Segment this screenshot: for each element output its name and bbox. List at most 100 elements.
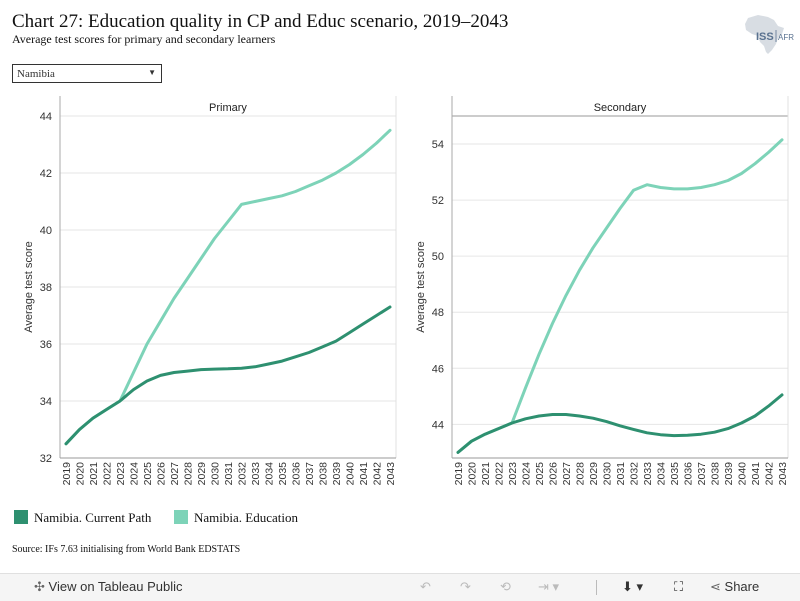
chevron-down-icon: ▼: [148, 68, 156, 77]
chart-area: Primary 32 34 36 38 40 42 44 Average test score 2…: [23, 96, 789, 485]
x-tick-label: 2034: [656, 462, 668, 486]
series-line-current-path: [64, 305, 392, 446]
x-tick-label: 2021: [480, 462, 492, 486]
y-tick-label: 34: [40, 396, 52, 408]
x-tick-label: 2035: [669, 462, 681, 486]
africa-map-icon: [745, 15, 784, 54]
y-tick-label: 50: [432, 251, 444, 263]
x-tick-label: 2019: [61, 462, 73, 486]
x-tick-label: 2030: [602, 462, 614, 486]
x-tick-label: 2042: [372, 462, 384, 486]
x-tick-label: 2027: [561, 462, 573, 486]
y-tick-label: 36: [40, 339, 52, 351]
y-axis-title: Average test score: [415, 241, 427, 333]
panel-primary: Primary 32 34 36 38 40 42 44 Average test score 2…: [23, 96, 397, 485]
y-tick-label: 44: [432, 419, 444, 431]
x-tick-label: 2040: [737, 462, 749, 486]
x-tick-label: 2036: [291, 462, 303, 486]
x-tick-label: 2028: [183, 462, 195, 486]
y-tick-label: 46: [432, 363, 444, 375]
share-label: Share: [724, 579, 760, 594]
x-tick-label: 2022: [494, 462, 506, 486]
x-tick-label: 2041: [750, 462, 762, 486]
y-tick-label: 42: [40, 168, 52, 180]
revert-icon[interactable]: ⟲: [500, 579, 511, 594]
x-tick-label: 2023: [507, 462, 519, 486]
country-filter-value: Namibia: [17, 68, 55, 80]
view-on-tableau-label: View on Tableau Public: [48, 579, 183, 594]
legend-swatch-education: [174, 510, 188, 524]
legend-swatch-current-path: [14, 510, 28, 524]
x-tick-label: 2028: [575, 462, 587, 486]
x-tick-label: 2042: [764, 462, 776, 486]
x-tick-label: 2035: [277, 462, 289, 486]
x-tick-label: 2033: [642, 462, 654, 486]
x-tick-label: 2020: [467, 462, 479, 486]
x-tick-label: 2026: [156, 462, 168, 486]
share-icon: ⋖: [710, 579, 721, 594]
toolbar-divider: [596, 580, 597, 595]
logo-suffix: AFRICA: [778, 33, 794, 42]
y-tick-label: 32: [40, 453, 52, 465]
y-axis-title: Average test score: [23, 241, 35, 333]
panel-header-label: Primary: [209, 102, 247, 114]
x-tick-label: 2037: [696, 462, 708, 486]
tableau-toolbar: ✣ View on Tableau Public ↶ ↷ ⟲ ⇥ ▾ ⬇ ▾ ⛶…: [0, 573, 800, 601]
x-tick-label: 2041: [358, 462, 370, 486]
legend-label-education: Namibia. Education: [194, 510, 298, 525]
x-tick-label: 2038: [318, 462, 330, 486]
panel-header-bg: [60, 96, 396, 116]
share-button[interactable]: ⋖ Share: [710, 579, 759, 595]
x-tick-label: 2030: [210, 462, 222, 486]
iss-africa-logo[interactable]: ISS AFRICA: [738, 12, 794, 56]
y-tick-label: 54: [432, 139, 444, 151]
panel-header-bg: [452, 96, 788, 116]
panel-secondary: Secondary 44 46 48 50 52 54 Average test score 2…: [415, 96, 789, 485]
source-note: Source: IFs 7.63 initialising from World…: [12, 544, 241, 555]
x-tick-label: 2022: [102, 462, 114, 486]
x-tick-label: 2021: [88, 462, 100, 486]
legend-label-current-path: Namibia. Current Path: [34, 510, 152, 525]
country-filter-dropdown[interactable]: Namibia ▼: [12, 64, 162, 83]
view-on-tableau-button[interactable]: ✣ View on Tableau Public: [34, 579, 182, 595]
logo-text: ISS: [756, 31, 774, 43]
download-icon[interactable]: ⬇ ▾: [622, 579, 644, 594]
x-tick-label: 2033: [250, 462, 262, 486]
redo-icon[interactable]: ↷: [460, 579, 471, 594]
x-tick-label: 2040: [345, 462, 357, 486]
x-tick-label: 2038: [710, 462, 722, 486]
panel-header-label: Secondary: [594, 102, 647, 114]
y-tick-label: 48: [432, 307, 444, 319]
x-tick-label: 2029: [196, 462, 208, 486]
y-tick-label: 40: [40, 225, 52, 237]
series-line-current-path: [456, 393, 784, 454]
fullscreen-icon[interactable]: ⛶: [674, 579, 684, 594]
chart-subtitle: Average test scores for primary and seco…: [12, 32, 276, 46]
chart-title: Chart 27: Education quality in CP and Ed…: [12, 11, 509, 32]
x-tick-label: 2023: [115, 462, 127, 486]
x-tick-label: 2025: [142, 462, 154, 486]
x-tick-label: 2027: [169, 462, 181, 486]
x-tick-label: 2034: [264, 462, 276, 486]
legend-item-current-path[interactable]: Namibia. Current Path: [14, 510, 151, 526]
x-tick-label: 2036: [683, 462, 695, 486]
x-tick-label: 2026: [548, 462, 560, 486]
x-tick-label: 2024: [521, 462, 533, 486]
x-tick-label: 2032: [629, 462, 641, 486]
x-tick-label: 2031: [223, 462, 235, 486]
x-tick-label: 2029: [588, 462, 600, 486]
y-tick-label: 52: [432, 195, 444, 207]
x-tick-label: 2039: [723, 462, 735, 486]
x-tick-label: 2037: [304, 462, 316, 486]
y-tick-label: 44: [40, 111, 52, 123]
tableau-logo-icon: ✣: [34, 579, 45, 594]
forward-icon[interactable]: ⇥ ▾: [538, 579, 560, 594]
x-tick-label: 2032: [237, 462, 249, 486]
y-tick-label: 38: [40, 282, 52, 294]
undo-icon[interactable]: ↶: [420, 579, 431, 594]
x-tick-label: 2039: [331, 462, 343, 486]
legend-item-education[interactable]: Namibia. Education: [174, 510, 298, 526]
series-line-education: [456, 138, 784, 454]
x-tick-label: 2025: [534, 462, 546, 486]
x-tick-label: 2019: [453, 462, 465, 486]
